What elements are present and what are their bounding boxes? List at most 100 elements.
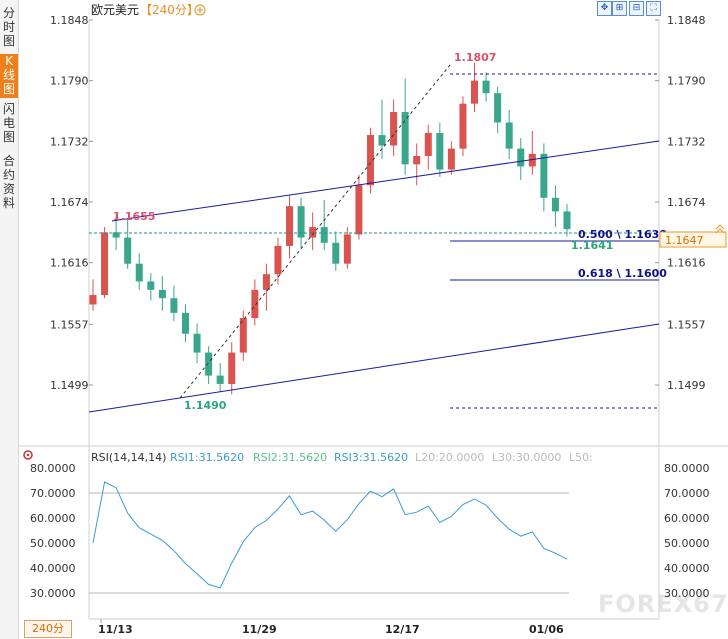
symbol-title: 欧元美元 (91, 3, 139, 17)
price-tick-label-left: 1.1848 (50, 14, 89, 27)
price-tick-label-left: 1.1674 (50, 196, 89, 209)
candle (447, 141, 455, 175)
rsi-tick-label-right: 40.0000 (664, 562, 710, 575)
rsi-grid (89, 492, 569, 594)
candle (274, 237, 282, 285)
candle (101, 227, 109, 299)
candle (471, 62, 479, 113)
rsi-tick-label-left: 60.0000 (30, 512, 76, 525)
l30-value: L30:30.0000 (492, 451, 561, 464)
price-tick-label-right: 1.1732 (667, 135, 706, 148)
watermark: FOREX678 (598, 590, 728, 618)
date-label: 01/06 (529, 623, 564, 636)
candle (424, 124, 432, 170)
swing-high-label: 1.1655 (113, 210, 155, 223)
rsi3-value: RSI3:31.5620 (334, 451, 408, 464)
candle (193, 323, 201, 364)
zoom-out-icon[interactable]: ⊟ (629, 1, 644, 16)
candle (401, 78, 409, 175)
current-price-value: 1.1647 (665, 234, 704, 247)
candle (286, 195, 294, 259)
price-tick-label-left: 1.1790 (50, 75, 89, 88)
candle (355, 174, 363, 240)
rsi-tick-label-right: 30.0000 (664, 587, 710, 600)
date-label: 11/29 (242, 623, 277, 636)
rsi-tick-label-right: 80.0000 (664, 462, 710, 475)
last-low-label: 1.1641 (571, 239, 613, 252)
settings-icon[interactable] (23, 450, 33, 460)
rsi-tick-label-right: 60.0000 (664, 512, 710, 525)
price-tick-label-right: 1.1557 (667, 318, 706, 331)
candle (332, 231, 340, 272)
candle (124, 218, 132, 269)
period-button[interactable]: 240分 (24, 620, 72, 638)
crosshair-icon[interactable]: ✥ (597, 1, 612, 16)
candle (390, 99, 398, 156)
candle (343, 227, 351, 269)
rsi-tick-label-right: 50.0000 (664, 537, 710, 550)
rsi-line (92, 481, 568, 589)
tab-kline[interactable]: K线图 (0, 54, 18, 98)
circle-plus-icon[interactable] (194, 4, 206, 16)
candle (413, 143, 421, 186)
price-tick-label-left: 1.1616 (50, 257, 89, 270)
price-tick-label-left: 1.1732 (50, 135, 89, 148)
low-label: 1.1490 (184, 399, 227, 412)
tab-timeshare[interactable]: 分时图 (2, 6, 15, 48)
price-tick-label-right: 1.1790 (667, 75, 706, 88)
candle (297, 197, 305, 248)
candle (170, 285, 178, 322)
rsi-tick-label-right: 70.0000 (664, 487, 710, 500)
rsi-tick-label-left: 70.0000 (30, 487, 76, 500)
candle (239, 310, 247, 361)
high-label: 1.1807 (454, 51, 496, 64)
candle (309, 212, 317, 251)
price-tick-label-right: 1.1616 (667, 257, 706, 270)
candle (505, 109, 513, 160)
rsi-axis: 80.0000 80.0000 70.0000 70.0000 60.0000 60.00… (30, 462, 710, 600)
rsi-tick-label-left: 80.0000 (30, 462, 76, 475)
candle (205, 346, 213, 384)
candle (494, 86, 502, 133)
rsi-tick-label-left: 30.0000 (30, 587, 76, 600)
candle (251, 279, 259, 326)
candle (158, 276, 166, 311)
candles (89, 62, 571, 395)
rsi-tick-label-left: 40.0000 (30, 562, 76, 575)
candle (551, 185, 559, 228)
l20-value: L20:20.0000 (415, 451, 484, 464)
up-arrow-icon[interactable] (715, 224, 725, 234)
candle (89, 279, 97, 311)
date-label: 12/17 (385, 623, 420, 636)
price-tick-label-right: 1.1499 (667, 379, 706, 392)
candle (459, 96, 467, 156)
candle (181, 304, 189, 343)
date-label: 11/13 (98, 623, 133, 636)
candle (528, 130, 536, 175)
price-tick-label-right: 1.1674 (667, 196, 706, 209)
candle (135, 253, 143, 290)
price-axis: 1.1848 1.1848 1.1790 1.1790 1.1732 1.1732 1.16… (50, 14, 706, 392)
tab-contract-info[interactable]: 合约资料 (2, 154, 15, 210)
price-tick-label-left: 1.1557 (50, 318, 89, 331)
fullscreen-icon[interactable]: ⛶ (646, 1, 661, 16)
channel-upper-line (111, 140, 660, 222)
rsi-title: RSI(14,14,14) (91, 451, 166, 464)
candle (320, 199, 328, 251)
zoom-in-icon[interactable]: ⊞ (612, 1, 627, 16)
candle (262, 263, 270, 311)
candle (366, 127, 374, 194)
candle (216, 363, 224, 393)
sidebar: 分时图 K线图 闪电图 合约资料 (0, 0, 19, 639)
rsi1-value: RSI1:31.5620 (170, 451, 244, 464)
price-tick-label-left: 1.1499 (50, 379, 89, 392)
current-price-badge (659, 231, 727, 248)
fib-500-label: 0.500 \ 1.1638 (578, 228, 667, 241)
fib-618-label: 0.618 \ 1.1600 (578, 267, 667, 280)
channel-lower-line (88, 323, 660, 413)
candle (436, 122, 444, 177)
candle (482, 72, 490, 102)
rsi-tick-label-left: 50.0000 (30, 537, 76, 550)
tab-flash-chart[interactable]: 闪电图 (2, 102, 15, 144)
